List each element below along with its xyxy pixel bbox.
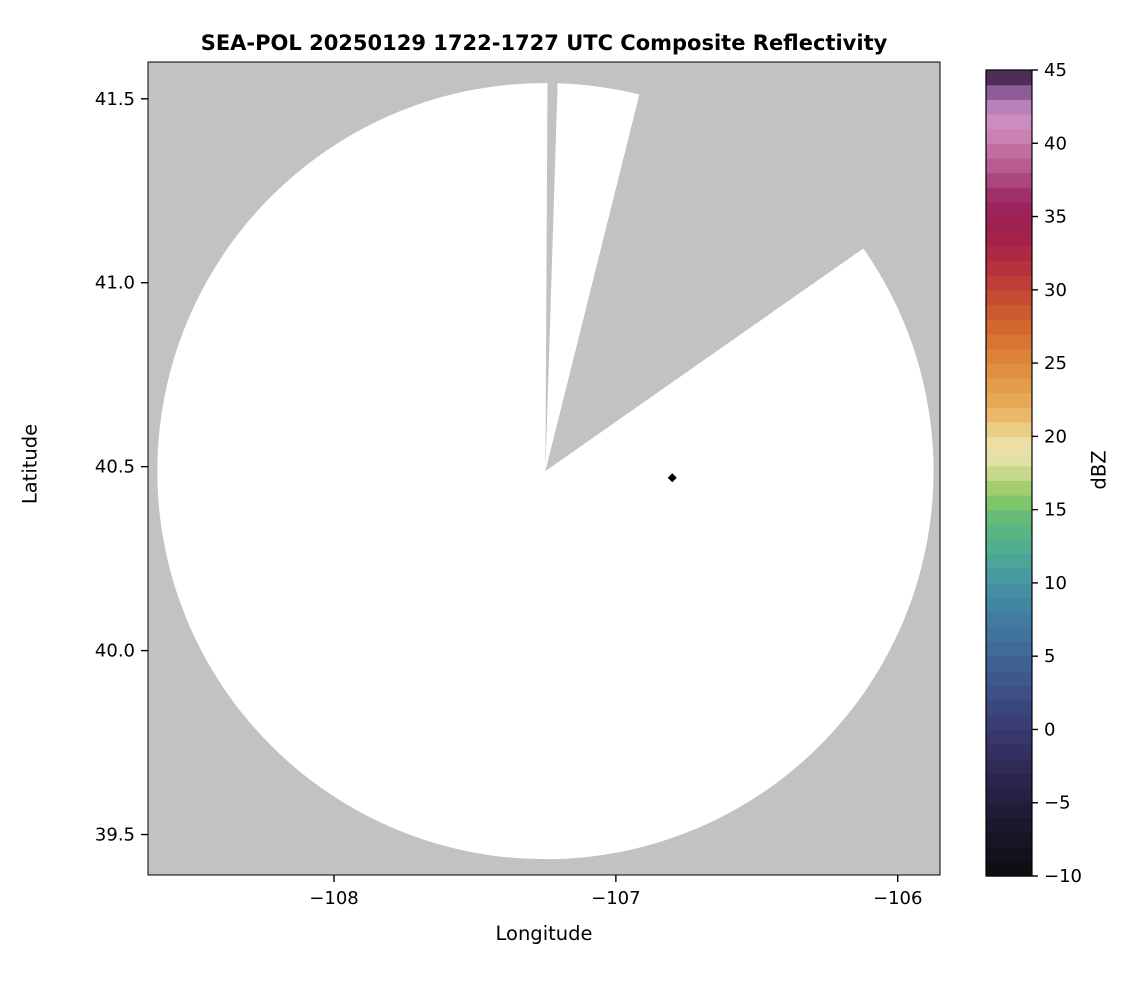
x-tick-label: −106 bbox=[873, 888, 922, 909]
colorbar-segment bbox=[986, 553, 1032, 569]
colorbar-tick-label: 35 bbox=[1044, 207, 1067, 228]
colorbar-tick-label: 0 bbox=[1044, 719, 1055, 740]
x-axis-title: Longitude bbox=[495, 922, 593, 945]
colorbar-title: dBZ bbox=[1087, 450, 1111, 490]
chart-title: SEA-POL 20250129 1722-1727 UTC Composite… bbox=[200, 31, 888, 55]
colorbar-segment bbox=[986, 685, 1032, 701]
colorbar: −10 −5 0 5 10 15 20 25 30 35 40 45 bbox=[985, 60, 1082, 887]
colorbar-segment bbox=[986, 392, 1032, 408]
colorbar-segment bbox=[986, 216, 1032, 232]
colorbar-segment bbox=[986, 846, 1032, 862]
colorbar-segment bbox=[986, 582, 1032, 599]
colorbar-segment bbox=[986, 157, 1032, 174]
colorbar-segment bbox=[986, 480, 1032, 496]
colorbar-tick-label: −10 bbox=[1044, 866, 1082, 887]
colorbar-segment bbox=[986, 729, 1032, 745]
colorbar-segment bbox=[986, 744, 1032, 760]
colorbar-segment bbox=[986, 201, 1032, 218]
colorbar-segment bbox=[986, 289, 1032, 306]
colorbar-segment bbox=[986, 714, 1032, 731]
radar-site-marker bbox=[667, 473, 677, 483]
x-tick-label: −108 bbox=[309, 888, 358, 909]
colorbar-segment bbox=[986, 172, 1032, 188]
y-tick-label: 41.5 bbox=[95, 89, 135, 110]
colorbar-segment bbox=[986, 597, 1032, 613]
colorbar-tick-label: 40 bbox=[1044, 133, 1067, 154]
colorbar-segment bbox=[986, 802, 1032, 818]
colorbar-tick-label: 25 bbox=[1044, 353, 1067, 374]
colorbar-segment bbox=[986, 377, 1032, 393]
colorbar-segment bbox=[986, 656, 1032, 672]
colorbar-segment bbox=[986, 333, 1032, 350]
colorbar-segment bbox=[986, 641, 1032, 657]
colorbar-segment bbox=[986, 773, 1032, 789]
colorbar-segment bbox=[986, 143, 1032, 159]
colorbar-segment bbox=[986, 494, 1032, 511]
colorbar-tick-label: 15 bbox=[1044, 500, 1067, 521]
colorbar-tick-label: −5 bbox=[1044, 793, 1071, 814]
colorbar-segment bbox=[986, 187, 1032, 203]
colorbar-segment bbox=[986, 84, 1032, 100]
colorbar-segment bbox=[986, 568, 1032, 584]
blocked-sector-wedge bbox=[545, 62, 559, 472]
colorbar-segment bbox=[986, 524, 1032, 540]
y-tick-label: 40.5 bbox=[95, 457, 135, 478]
colorbar-tick-label: 5 bbox=[1044, 646, 1055, 667]
colorbar-segment bbox=[986, 260, 1032, 276]
colorbar-segment bbox=[986, 788, 1032, 804]
colorbar-segment bbox=[986, 817, 1032, 833]
y-tick-label: 39.5 bbox=[95, 825, 135, 846]
colorbar-segment bbox=[986, 538, 1032, 555]
colorbar-segment bbox=[986, 421, 1032, 437]
colorbar-segment bbox=[986, 509, 1032, 525]
colorbar-segment bbox=[986, 231, 1032, 247]
y-axis-title: Latitude bbox=[18, 423, 42, 505]
colorbar-segment bbox=[986, 113, 1032, 130]
colorbar-segment bbox=[986, 861, 1032, 877]
colorbar-segment bbox=[986, 832, 1032, 848]
colorbar-tick-label: 30 bbox=[1044, 280, 1067, 301]
colorbar-segment bbox=[986, 128, 1032, 144]
colorbar-tick-label: 10 bbox=[1044, 573, 1067, 594]
colorbar-segment bbox=[986, 700, 1032, 716]
colorbar-tick-label: 45 bbox=[1044, 60, 1067, 81]
colorbar-segment bbox=[986, 245, 1032, 262]
colorbar-segment bbox=[986, 451, 1032, 467]
colorbar-frame bbox=[985, 69, 1033, 877]
colorbar-segment bbox=[986, 465, 1032, 481]
y-tick-label: 41.0 bbox=[95, 273, 135, 294]
colorbar-segment bbox=[986, 758, 1032, 775]
blocked-sector-wedge bbox=[545, 62, 940, 472]
colorbar-segment bbox=[986, 70, 1032, 86]
colorbar-tick-label: 20 bbox=[1044, 426, 1067, 447]
colorbar-segment bbox=[986, 99, 1032, 115]
colorbar-segment bbox=[986, 348, 1032, 364]
colorbar-segment bbox=[986, 319, 1032, 335]
colorbar-segment bbox=[986, 275, 1032, 291]
axes-frame bbox=[147, 61, 941, 876]
radar-scan-layer bbox=[148, 62, 940, 875]
colorbar-segment bbox=[986, 304, 1032, 320]
colorbar-segment bbox=[986, 670, 1032, 687]
colorbar-segment bbox=[986, 436, 1032, 452]
colorbar-segment bbox=[986, 363, 1032, 379]
x-tick-label: −107 bbox=[591, 888, 640, 909]
colorbar-segment bbox=[986, 626, 1032, 643]
colorbar-segment bbox=[986, 407, 1032, 423]
colorbar-segment bbox=[986, 612, 1032, 628]
y-tick-label: 40.0 bbox=[95, 641, 135, 662]
